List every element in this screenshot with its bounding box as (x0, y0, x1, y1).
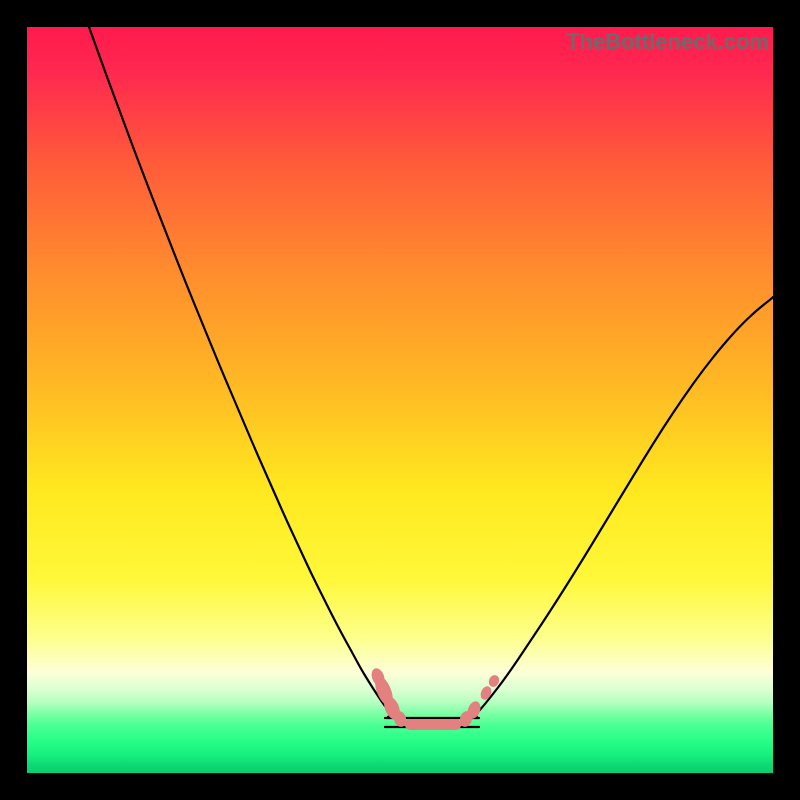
curve-path (475, 297, 773, 715)
plot-area (27, 27, 773, 773)
watermark-text: TheBottleneck.com (566, 29, 769, 55)
marker-blob (479, 685, 494, 702)
markers-group (369, 666, 501, 730)
curve-path (89, 27, 392, 715)
curve-layer (27, 27, 773, 773)
marker-capsule (405, 719, 461, 730)
chart-frame: TheBottleneck.com (0, 0, 800, 800)
